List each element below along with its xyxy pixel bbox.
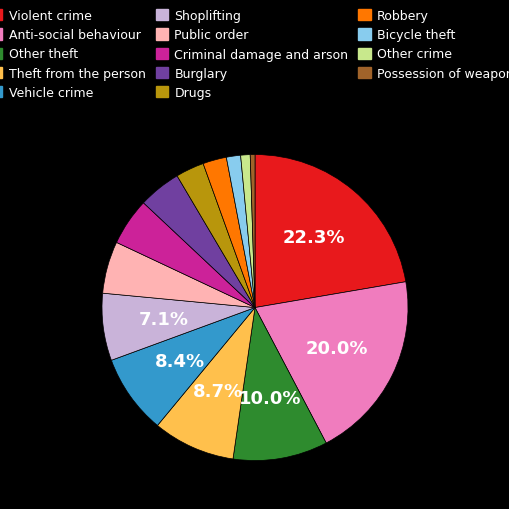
Text: 22.3%: 22.3%	[282, 229, 345, 247]
Wedge shape	[102, 243, 254, 308]
Wedge shape	[117, 204, 255, 308]
Wedge shape	[177, 164, 254, 308]
Text: 8.4%: 8.4%	[155, 352, 205, 370]
Text: 20.0%: 20.0%	[305, 340, 368, 357]
Wedge shape	[226, 156, 254, 308]
Wedge shape	[250, 155, 254, 308]
Wedge shape	[233, 308, 326, 461]
Wedge shape	[254, 282, 407, 443]
Wedge shape	[240, 155, 254, 308]
Text: 7.1%: 7.1%	[138, 310, 189, 329]
Wedge shape	[157, 308, 254, 459]
Wedge shape	[111, 308, 254, 426]
Text: 10.0%: 10.0%	[239, 389, 301, 407]
Text: 8.7%: 8.7%	[192, 383, 242, 401]
Wedge shape	[203, 158, 254, 308]
Wedge shape	[143, 177, 254, 308]
Wedge shape	[254, 155, 405, 308]
Legend: Violent crime, Anti-social behaviour, Other theft, Theft from the person, Vehicl: Violent crime, Anti-social behaviour, Ot…	[0, 6, 509, 103]
Wedge shape	[102, 294, 254, 360]
